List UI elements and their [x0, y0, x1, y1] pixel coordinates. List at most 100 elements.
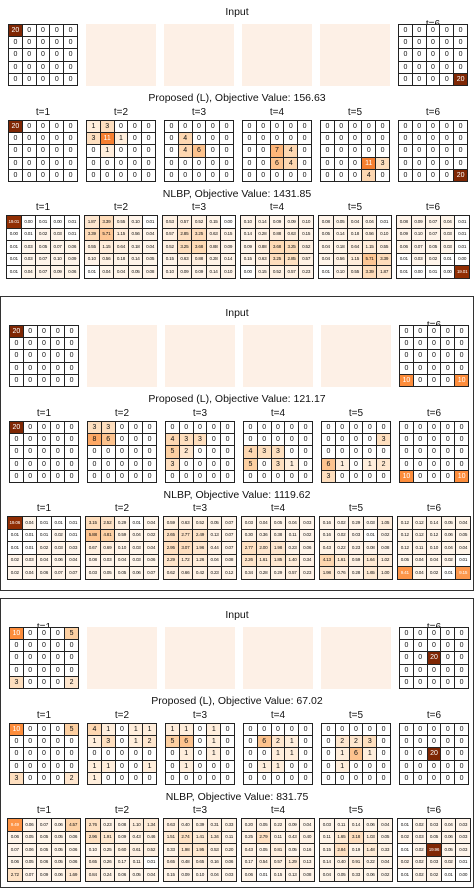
- grid-cell: 0: [51, 374, 65, 386]
- grid-cell: 0.11: [320, 831, 334, 844]
- grid-cell: 0.08: [319, 216, 333, 228]
- input-title: Input: [225, 6, 249, 18]
- grid-cell: 0: [23, 676, 37, 688]
- grid-cell: 2: [65, 772, 78, 784]
- grid-cell: 0: [285, 446, 299, 458]
- grid-cell: 0: [65, 446, 78, 458]
- grid-cell: 0.06: [363, 819, 378, 831]
- grid-cell: 0: [243, 157, 256, 169]
- grid-cell: 0: [243, 121, 256, 133]
- grid-cell: 0.22: [363, 856, 378, 869]
- grid-cell: 0: [400, 628, 413, 640]
- grid-cell: 4.13: [320, 554, 334, 567]
- grid-cell: 0.08: [143, 266, 157, 278]
- grid-cell: 0: [271, 434, 285, 446]
- grid-cell: 0: [454, 145, 467, 157]
- grid-cell: 0: [362, 133, 376, 145]
- grid-cell: 0: [10, 374, 23, 386]
- grid-cell: 0: [88, 446, 101, 458]
- grid-cell: 1: [87, 121, 100, 133]
- grid-cell: 0: [334, 145, 348, 157]
- grid-cell: 10: [10, 724, 23, 736]
- grid-cell: 0.05: [207, 517, 222, 529]
- grid-cell: 0.13: [285, 869, 300, 881]
- grid-cell: 0.03: [427, 819, 441, 831]
- grid-cell: 0.04: [129, 529, 144, 542]
- grid-cell: 0: [256, 145, 270, 157]
- grid-cell: 0: [37, 772, 51, 784]
- grid-cell: 0.11: [334, 819, 349, 831]
- grid-cell: 0.10: [50, 253, 65, 266]
- grid-cell: 0: [115, 470, 129, 482]
- grid-cell: 0: [322, 736, 335, 748]
- grid-cell: 0: [400, 326, 413, 338]
- grid-cell: 0: [284, 133, 298, 145]
- grid-cell: 0: [23, 374, 37, 386]
- grid-cell: 0: [65, 374, 78, 386]
- grid-cell: 0.17: [242, 856, 256, 869]
- grid-cell: 0: [36, 73, 50, 85]
- grid-cell: 0: [50, 157, 64, 169]
- grid-cell: 0: [285, 422, 299, 434]
- grid-cell: 0.03: [51, 542, 66, 554]
- grid-cell: 0.55: [377, 241, 391, 253]
- grid-cell: 0: [400, 640, 413, 652]
- grid-cell: 0.52: [299, 241, 313, 253]
- grid-cell: 0: [349, 772, 363, 784]
- empty-input-slot: [165, 627, 235, 689]
- grid-cell: 0.06: [51, 554, 66, 567]
- grid-cell: 0: [335, 772, 349, 784]
- grid-cell: 0: [298, 133, 311, 145]
- grid-cell: 0: [115, 434, 129, 446]
- grid-cell: 0: [454, 25, 467, 37]
- grid-cell: 0: [179, 458, 193, 470]
- grid-cell: 0.05: [115, 567, 129, 579]
- grid-cell: 0: [322, 724, 335, 736]
- grid-cell: 3: [271, 458, 285, 470]
- grid-cell: 0.06: [66, 844, 80, 856]
- grid-cell: 0.28: [206, 253, 221, 266]
- grid-cell: 0.05: [378, 831, 392, 844]
- grid-cell: 0.04: [115, 554, 129, 567]
- grid-cell: 0: [427, 338, 441, 350]
- grid-cell: 0.15: [221, 228, 235, 241]
- grid-cell: 0: [257, 748, 271, 760]
- nlbp-grid: 9.49 0.06 0.07 0.06 4.57 0.06 0.05 0.05 0.05 0.06…: [7, 818, 81, 882]
- proposed-title: Proposed (L), Objective Value: 67.02: [151, 695, 323, 707]
- grid-cell: 0.04: [143, 228, 157, 241]
- grid-cell: 0: [427, 362, 441, 374]
- grid-cell: 0.57: [177, 216, 192, 228]
- grid-cell: 1.34: [207, 831, 222, 844]
- grid-cell: 0.02: [398, 831, 412, 844]
- grid-cell: 0: [441, 652, 455, 664]
- grid-cell: 0: [51, 458, 65, 470]
- grid-cell: 0: [455, 338, 468, 350]
- grid-cell: 0: [399, 169, 412, 181]
- grid-cell: 0: [455, 736, 468, 748]
- grid-cell: 0.05: [36, 241, 50, 253]
- grid-cell: 0: [10, 434, 23, 446]
- grid-cell: 0: [165, 145, 178, 157]
- grid-cell: 0.03: [456, 831, 470, 844]
- grid-cell: 0.10: [427, 542, 441, 554]
- grid-cell: 0.07: [36, 253, 50, 266]
- grid-cell: 0.04: [362, 216, 377, 228]
- grid-cell: 0.06: [8, 856, 22, 869]
- grid-cell: 0.23: [285, 542, 300, 554]
- grid-cell: 6: [257, 736, 271, 748]
- grid-cell: 0.23: [100, 819, 115, 831]
- grid-cell: 0.06: [51, 819, 66, 831]
- grid-cell: 0.05: [427, 831, 441, 844]
- grid-cell: 0.18: [128, 241, 143, 253]
- grid-cell: 0: [244, 724, 257, 736]
- grid-cell: 0: [129, 470, 143, 482]
- grid-cell: 0: [37, 676, 51, 688]
- grid-cell: 2.95: [164, 542, 178, 554]
- grid-cell: 0.31: [207, 819, 222, 831]
- nlbp-grid: 3.15 2.52 0.29 0.01 0.04 5.88 4.81 0.59 0.04 0.02…: [85, 516, 159, 580]
- grid-cell: 1: [207, 724, 221, 736]
- grid-cell: 0: [166, 772, 179, 784]
- grid-cell: 0.19: [349, 844, 363, 856]
- grid-cell: 0: [37, 374, 51, 386]
- grid-cell: 0: [10, 652, 23, 664]
